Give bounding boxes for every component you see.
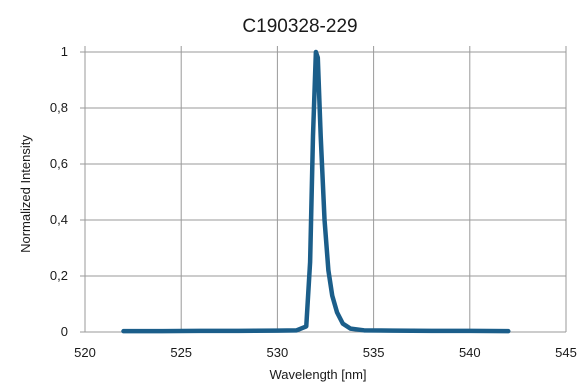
x-tick-label: 520 [74, 345, 96, 360]
y-tick-label: 0 [61, 324, 68, 339]
y-tick-label: 1 [61, 44, 68, 59]
x-tick-labels: 520 525 530 535 540 545 [74, 345, 577, 360]
x-tick-label: 540 [459, 345, 481, 360]
y-tick-label: 0,4 [50, 212, 68, 227]
x-tick-label: 535 [363, 345, 385, 360]
y-tick-labels: 0 0,2 0,4 0,6 0,8 1 [50, 44, 68, 339]
x-tick-label: 545 [555, 345, 577, 360]
x-axis-label: Wavelength [nm] [269, 367, 366, 382]
x-tick-label: 530 [267, 345, 289, 360]
series-line [121, 49, 511, 334]
chart-title: C190328-229 [242, 16, 357, 37]
x-tick-label: 525 [170, 345, 192, 360]
y-tick-label: 0,8 [50, 100, 68, 115]
y-tick-label: 0,2 [50, 268, 68, 283]
y-tick-label: 0,6 [50, 156, 68, 171]
y-axis-label: Normalized Intensity [18, 135, 33, 253]
series-layer [121, 49, 511, 334]
